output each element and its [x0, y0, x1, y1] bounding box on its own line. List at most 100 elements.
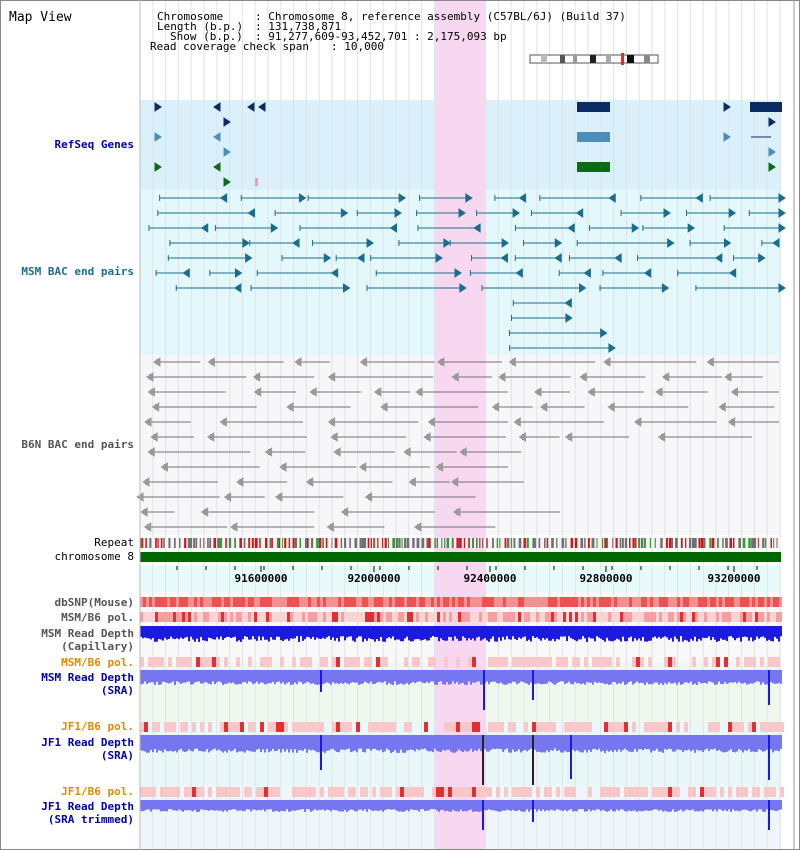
msm-depth-capillary-bar	[510, 626, 512, 640]
jf1-b6-pol-density	[716, 722, 720, 732]
msm-bac-end	[298, 193, 307, 203]
jf1-depth-trim-bar	[520, 800, 522, 812]
repeat-element	[325, 538, 328, 548]
msm-bac-end	[342, 283, 351, 293]
jf1-depth-sra-bar	[304, 735, 306, 749]
msm-depth-capillary-bar	[210, 626, 212, 639]
track-label-jf1-depth-sra[interactable]: JF1 Read Depth	[41, 736, 134, 749]
jf1-b6-pol-density	[452, 787, 456, 797]
jf1-depth-trim-bar	[624, 800, 626, 812]
jf1-b6-pol-density	[780, 787, 784, 797]
dbsnp-density	[332, 597, 335, 607]
jf1-depth-sra-bar	[354, 735, 356, 751]
repeat-element	[538, 538, 541, 548]
dbsnp-density	[641, 597, 644, 607]
dbsnp-density	[422, 597, 425, 607]
msm-bac-end	[458, 208, 466, 218]
jf1-depth-trim-bar	[600, 800, 602, 812]
b6n-bac-end	[724, 372, 732, 382]
track-label-b6n-bac[interactable]: B6N BAC end pairs	[21, 438, 134, 451]
msm-b6-pol-density	[281, 612, 284, 622]
msm-depth-sra-bar	[516, 670, 518, 685]
jf1-b6-pol-density	[220, 787, 224, 797]
msm-b6-pol-density	[230, 612, 233, 622]
msm-b6-pol-density	[376, 657, 380, 667]
jf1-b6-pol-density	[484, 787, 488, 797]
jf1-depth-sra-bar	[278, 735, 280, 750]
msm-bac-end	[292, 238, 300, 248]
msm-b6-pol-density	[300, 657, 304, 667]
b6n-bac-end	[142, 477, 150, 487]
msm-depth-capillary-bar	[228, 626, 230, 637]
jf1-b6-pol-density	[360, 787, 364, 797]
msm-bac-end	[454, 268, 462, 278]
msm-b6-pol-density	[257, 612, 260, 622]
msm-bac-end	[695, 193, 703, 203]
b6n-bac-end	[223, 492, 232, 502]
msm-depth-capillary-bar	[252, 626, 254, 637]
repeat-element	[499, 538, 501, 548]
track-label-refseq[interactable]: RefSeq Genes	[54, 138, 134, 151]
jf1-depth-trim-bar	[694, 800, 696, 812]
track-label-chromosome[interactable]: chromosome 8	[54, 550, 134, 563]
jf1-b6-pol-density	[232, 722, 236, 732]
msm-depth-capillary-bar	[238, 626, 240, 641]
msm-depth-sra-bar	[146, 670, 148, 684]
jf1-b6-pol-density	[612, 787, 616, 797]
msm-depth-capillary-bar	[146, 626, 148, 639]
jf1-depth-trim-bar	[362, 800, 364, 811]
repeat-element	[384, 538, 387, 548]
track-label-jf1-depth-trim[interactable]: JF1 Read Depth	[41, 800, 134, 813]
track-label-jf1-b6-pol-1[interactable]: JF1/B6 pol.	[61, 720, 134, 733]
msm-depth-capillary-bar	[438, 626, 440, 642]
jf1-depth-trim-bar	[750, 800, 752, 812]
jf1-b6-pol-density	[364, 787, 368, 797]
jf1-depth-sra-bar	[602, 735, 604, 751]
jf1-b6-pol-density	[304, 787, 308, 797]
track-label-dbsnp[interactable]: dbSNP(Mouse)	[54, 596, 134, 609]
jf1-depth-trim-bar	[488, 800, 490, 810]
jf1-depth-trim-bar	[164, 800, 166, 812]
msm-depth-capillary-bar	[570, 626, 572, 639]
track-label-msm-depth-cap[interactable]: MSM Read Depth	[41, 627, 134, 640]
jf1-b6-pol-density	[160, 787, 164, 797]
track-label-msm-bac[interactable]: MSM BAC end pairs	[21, 265, 134, 278]
dbsnp-density	[419, 597, 422, 607]
jf1-depth-trim-bar	[204, 800, 206, 810]
msm-depth-capillary-bar	[396, 626, 398, 640]
msm-bac-end	[219, 193, 228, 203]
msm-depth-sra-bar	[228, 670, 230, 683]
jf1-depth-sra-bar	[530, 735, 532, 749]
msm-b6-pol-density	[608, 612, 611, 622]
msm-b6-pol-density	[530, 612, 533, 622]
b6n-bac-end	[564, 432, 573, 442]
msm-b6-pol-density	[179, 612, 182, 622]
jf1-depth-sra-bar	[614, 735, 616, 750]
repeat-element	[299, 538, 302, 548]
msm-depth-sra-bar	[350, 670, 352, 683]
track-label-msm-b6-pol-1[interactable]: MSM/B6 pol.	[61, 611, 134, 624]
msm-depth-capillary-bar	[462, 626, 464, 637]
msm-b6-pol-density	[569, 612, 572, 622]
msm-depth-capillary-bar	[520, 626, 522, 639]
msm-depth-capillary-bar	[184, 626, 186, 638]
msm-depth-sra-bar	[572, 670, 574, 685]
dbsnp-density	[698, 597, 701, 607]
jf1-b6-pol-density	[600, 787, 604, 797]
jf1-depth-sra-bar	[612, 735, 614, 753]
msm-depth-sra-bar	[140, 670, 142, 685]
track-label-msm-b6-pol-2[interactable]: MSM/B6 pol.	[61, 656, 134, 669]
msm-b6-pol-density	[149, 612, 152, 622]
dbsnp-density	[509, 597, 512, 607]
track-label-msm-depth-sra[interactable]: MSM Read Depth	[41, 671, 134, 684]
msm-depth-capillary-bar	[428, 626, 430, 641]
track-label-jf1-b6-pol-2[interactable]: JF1/B6 pol.	[61, 785, 134, 798]
jf1-depth-sra-bar	[312, 735, 314, 750]
jf1-b6-pol-density	[264, 787, 268, 797]
msm-b6-pol-density	[365, 612, 368, 622]
track-label-repeat[interactable]: Repeat	[94, 536, 134, 549]
msm-b6-pol-density	[182, 612, 185, 622]
dbsnp-density	[188, 597, 191, 607]
msm-depth-sra-bar	[698, 670, 700, 682]
